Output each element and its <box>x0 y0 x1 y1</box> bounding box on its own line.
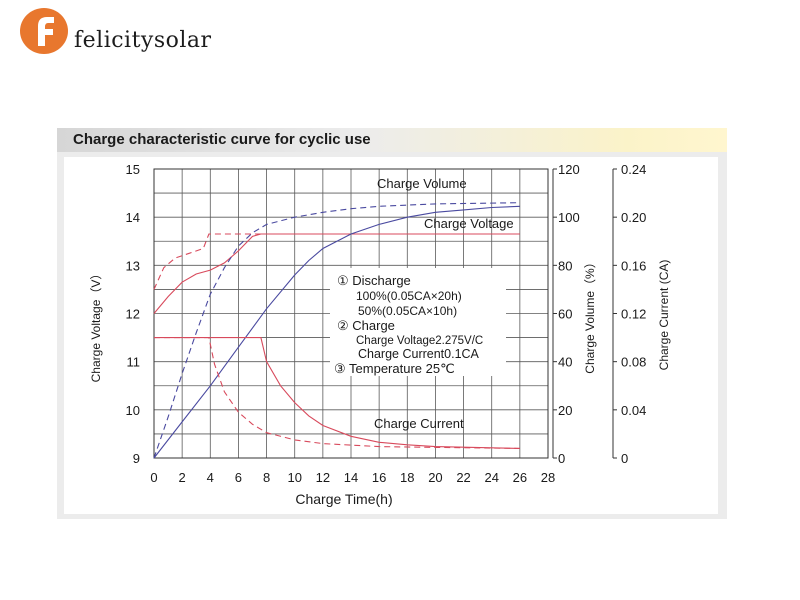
legend-line-6: Charge Current0.1CA <box>358 347 480 361</box>
y-current-axis-label: Charge Current (CA) <box>657 260 671 371</box>
y-left-tick-label-1: 10 <box>126 403 140 418</box>
y-volume-tick-label-3: 60 <box>558 307 572 322</box>
series-current-dashed-line <box>154 337 520 449</box>
legend-line-4: ② Charge <box>337 318 395 333</box>
y-left-axis-label: Charge Voltage（V） <box>89 268 103 383</box>
y-volume-tick-label-4: 80 <box>558 258 572 273</box>
chart-title: Charge characteristic curve for cyclic u… <box>73 131 371 148</box>
y-left-tick-label-2: 11 <box>127 355 141 370</box>
y-current-tick-label-3: 0.12 <box>621 307 646 322</box>
x-tick-label-2: 4 <box>207 470 214 485</box>
y-current-tick-label-6: 0.24 <box>621 162 646 177</box>
x-tick-label-11: 22 <box>456 470 470 485</box>
y-left-tick-label-4: 13 <box>126 258 140 273</box>
x-tick-label-14: 28 <box>541 470 555 485</box>
logo-text: felicitysolar <box>74 28 212 53</box>
x-tick-label-4: 8 <box>263 470 270 485</box>
y-volume-tick-label-1: 20 <box>558 403 572 418</box>
y-left-tick-label-6: 15 <box>126 162 140 177</box>
x-tick-label-13: 26 <box>513 470 527 485</box>
x-tick-label-0: 0 <box>150 470 157 485</box>
legend-box <box>330 268 506 376</box>
chart-title-band <box>57 128 727 152</box>
annotation-charge-volume: Charge Volume <box>377 176 467 191</box>
x-axis-label: Charge Time(h) <box>295 491 392 507</box>
legend-line-7: ③ Temperature 25℃ <box>334 361 455 376</box>
x-tick-label-8: 16 <box>372 470 386 485</box>
series-voltage-dashed-line <box>153 233 520 290</box>
series-voltage-solid-line <box>153 233 520 314</box>
chart-labels: 0 2 4 6 8 10 12 14 16 18 20 22 24 26 28910111213141502… <box>126 162 647 485</box>
annotation-charge-voltage: Charge Voltage <box>424 216 514 231</box>
x-tick-label-10: 20 <box>428 470 442 485</box>
x-tick-label-5: 10 <box>287 470 301 485</box>
y-current-tick-label-0: 0 <box>621 451 628 466</box>
x-tick-label-12: 24 <box>484 470 498 485</box>
y-left-tick-label-0: 9 <box>133 451 140 466</box>
legend-line-1: ① Discharge <box>337 273 411 288</box>
y-current-tick-label-4: 0.16 <box>621 258 646 273</box>
annotation-charge-current: Charge Current <box>374 416 464 431</box>
x-tick-label-9: 18 <box>400 470 414 485</box>
legend-line-2: 100%(0.05CA×20h) <box>356 289 462 303</box>
logo-f-icon <box>20 8 68 54</box>
x-tick-label-3: 6 <box>235 470 242 485</box>
chart-series <box>153 202 520 459</box>
x-tick-label-1: 2 <box>179 470 186 485</box>
x-tick-label-7: 14 <box>344 470 358 485</box>
y-volume-axis-label: Charge Volume（%） <box>583 256 597 373</box>
y-volume-tick-label-6: 120 <box>558 162 580 177</box>
legend-line-5: Charge Voltage2.275V/C <box>356 335 483 347</box>
y-left-tick-label-5: 14 <box>126 210 140 225</box>
y-volume-tick-label-2: 40 <box>558 355 572 370</box>
x-tick-label-6: 12 <box>316 470 330 485</box>
y-current-tick-label-5: 0.20 <box>621 210 646 225</box>
brand-logo: felicitysolar <box>14 6 274 56</box>
y-volume-tick-label-0: 0 <box>558 451 565 466</box>
series-volume-solid-line <box>153 205 520 459</box>
y-current-tick-label-1: 0.04 <box>621 403 646 418</box>
series-current-solid-line <box>154 337 520 449</box>
y-current-tick-label-2: 0.08 <box>621 355 646 370</box>
y-left-tick-label-3: 12 <box>126 307 140 322</box>
legend-line-3: 50%(0.05CA×10h) <box>358 304 457 318</box>
y-volume-tick-label-5: 100 <box>558 210 580 225</box>
series-volume-dashed-line <box>153 202 520 459</box>
